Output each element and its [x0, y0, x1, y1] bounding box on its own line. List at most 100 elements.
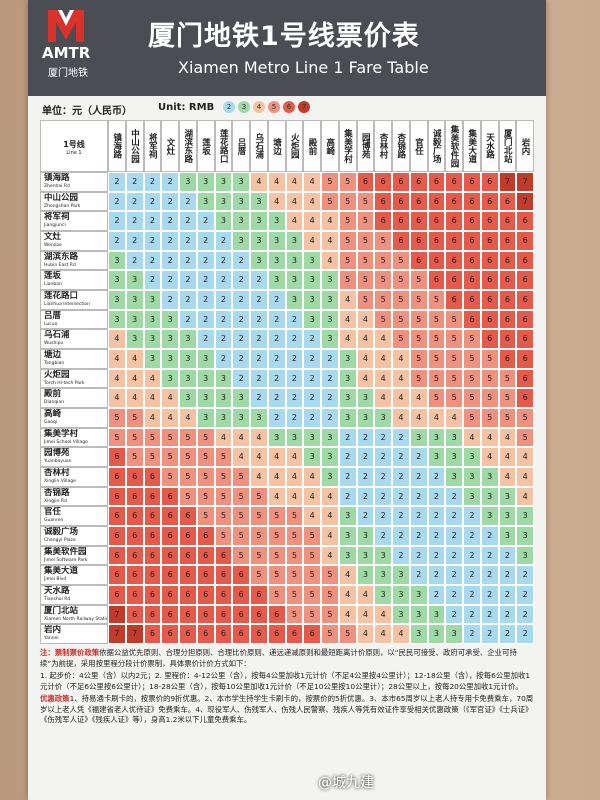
fare-cell: 4 [480, 447, 499, 467]
fare-cell: 5 [285, 526, 304, 546]
fare-cell: 6 [108, 565, 126, 585]
fare-cell: 4 [498, 467, 517, 487]
fare-cell: 3 [338, 506, 357, 526]
fare-cell: 2 [125, 231, 144, 251]
fare-cell: 2 [516, 604, 534, 625]
fare-cell: 5 [392, 270, 410, 290]
fare-cell: 2 [285, 349, 304, 369]
fare-cell: 3 [285, 290, 304, 310]
fare-cell: 4 [321, 506, 339, 526]
fare-cell: 5 [338, 172, 357, 192]
fare-cell: 2 [356, 486, 375, 507]
fare-cell: 2 [161, 231, 179, 251]
fare-cell: 5 [232, 526, 250, 546]
fare-cell: 3 [125, 309, 144, 330]
row-header: 集美软件园 Jimei Software Park [40, 545, 108, 566]
fare-cell: 2 [250, 290, 268, 310]
fare-cell: 2 [250, 309, 268, 330]
fare-cell: 3 [338, 368, 357, 389]
fare-cell: 6 [480, 172, 499, 192]
fare-cell: 5 [480, 349, 499, 369]
fare-cell: 3 [232, 211, 250, 231]
fare-cell: 5 [409, 329, 428, 349]
fare-table: 1号线 Line 1 镇海路 镇海路 Zhenhai Rd 2 2 2 2 3 3 3 3 4 4 4 4 5 5 6… [40, 120, 534, 644]
fare-cell: 4 [303, 231, 321, 251]
fare-cell: 3 [338, 545, 357, 566]
fare-cell: 2 [427, 545, 446, 566]
fare-cell: 4 [108, 368, 126, 389]
fare-cell: 2 [463, 624, 481, 644]
note-text: 1. 起步价：4公里（含）以内2元；2. 里程价：4-12公里（含），按每4公里… [40, 671, 531, 691]
title: 厦门地铁1号线票价表 [148, 21, 420, 52]
fare-cell: 2 [267, 309, 286, 330]
fare-cell: 4 [303, 211, 321, 231]
fare-cell: 3 [356, 545, 375, 566]
fare-cell: 2 [463, 565, 481, 585]
fare-cell: 4 [356, 349, 375, 369]
fare-cell: 2 [250, 349, 268, 369]
fare-cell: 3 [161, 329, 179, 349]
column-header: 湖滨东路 [179, 120, 197, 172]
note-text: 依据公益优先原则、合理分担原则、合理比价原则、递远递减原则和最短距离计价原则，以… [40, 648, 517, 668]
fare-cell: 3 [303, 290, 321, 310]
fare-cell: 3 [125, 270, 144, 290]
fare-cell: 6 [196, 526, 215, 546]
fare-cell: 3 [232, 408, 250, 428]
fare-cell: 3 [108, 290, 126, 310]
fare-cell: 6 [463, 231, 481, 251]
row-header: 莲花路口 Lianhua Intersection [40, 290, 108, 310]
fare-cell: 5 [108, 427, 126, 448]
fare-cell: 2 [108, 211, 126, 231]
station-name: 莲花路口 [44, 291, 79, 301]
fare-cell: 3 [498, 486, 517, 507]
fare-cell: 4 [267, 172, 286, 192]
fare-cell: 2 [427, 467, 446, 487]
fare-cell: 2 [267, 329, 286, 349]
fare-cell: 6 [392, 191, 410, 212]
fare-cell: 5 [125, 408, 144, 428]
fare-cell: 3 [427, 624, 446, 644]
station-name: 集美学村 [44, 428, 79, 439]
fare-cell: 2 [196, 309, 215, 330]
fare-cell: 2 [179, 270, 197, 290]
note-label: 优惠政策 [40, 694, 70, 703]
column-header: 天水路 [480, 120, 499, 172]
fare-cell: 2 [338, 486, 357, 507]
station-name-en: Hubin East Rd [44, 262, 76, 268]
fare-cell: 6 [143, 604, 162, 625]
row-header: 乌石浦 Wushipu [40, 329, 108, 349]
fare-cell: 2 [498, 604, 517, 625]
fare-cell: 5 [196, 486, 215, 507]
logo-subtext: 厦门地铁 [48, 68, 88, 79]
fare-cell: 4 [516, 447, 534, 467]
fare-cell: 2 [409, 545, 428, 566]
fare-cell: 3 [179, 388, 197, 408]
fare-cell: 6 [374, 172, 392, 192]
fare-cell: 6 [161, 624, 179, 644]
fare-cell: 6 [445, 231, 463, 251]
fare-cell: 5 [516, 427, 534, 448]
fare-cell: 3 [179, 329, 197, 349]
fare-cell: 2 [196, 270, 215, 290]
fare-cell: 4 [374, 329, 392, 349]
fare-cell: 4 [321, 545, 339, 566]
fare-cell: 2 [214, 231, 233, 251]
station-name: 将军祠 [44, 212, 70, 223]
fare-cell: 2 [498, 585, 517, 605]
column-header: 杏林村 [374, 120, 392, 172]
fare-cell: 6 [108, 467, 126, 487]
fare-cell: 3 [498, 526, 517, 546]
station-name-en: Yuanboyuan [44, 459, 72, 465]
station-name-en: Guanren [44, 518, 64, 524]
fare-cell: 4 [392, 368, 410, 389]
fare-cell: 2 [143, 191, 162, 212]
fare-cell: 3 [179, 172, 197, 192]
fare-cell: 5 [232, 545, 250, 566]
fare-cell: 5 [267, 506, 286, 526]
fare-cell: 6 [409, 211, 428, 231]
fare-cell: 6 [232, 565, 250, 585]
fare-cell: 6 [498, 250, 517, 271]
fare-cell: 3 [480, 486, 499, 507]
fare-cell: 2 [143, 211, 162, 231]
fare-cell: 2 [250, 329, 268, 349]
